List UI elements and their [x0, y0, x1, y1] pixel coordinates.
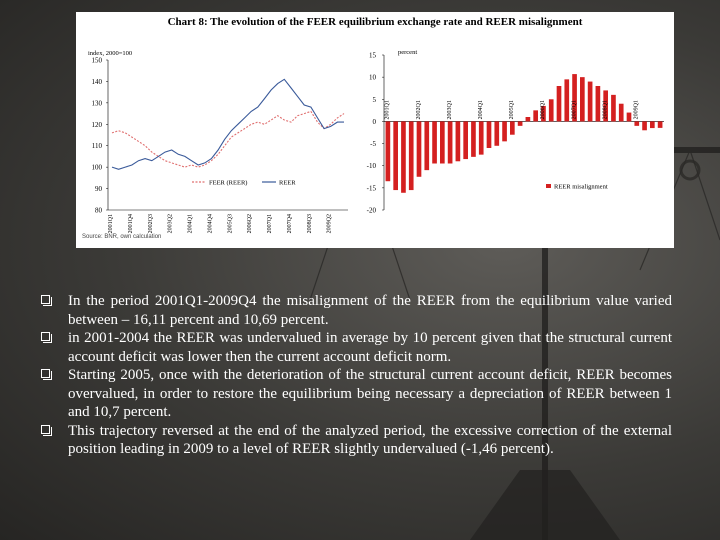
bullet-text: Starting 2005, once with the deteriorati…	[68, 367, 672, 420]
right-y-tick-label: -5	[370, 140, 376, 148]
bar	[541, 105, 546, 122]
series-line-reer	[111, 78, 344, 170]
bar	[657, 121, 663, 128]
bullet-item: Starting 2005, once with the deteriorati…	[41, 366, 672, 422]
legend-label: REER misalignment	[554, 184, 608, 191]
bar	[650, 121, 655, 129]
bar	[517, 121, 523, 126]
left-x-tick-label: 2001Q1	[108, 214, 114, 233]
left-y-tick-label: 80	[95, 207, 103, 215]
bar	[455, 121, 461, 162]
bar	[611, 94, 616, 122]
bullet-item: This trajectory reversed at the end of t…	[41, 422, 672, 459]
right-y-tick-label: -20	[367, 207, 377, 215]
bar	[432, 121, 437, 164]
bar	[572, 74, 577, 122]
bar	[510, 121, 515, 135]
right-y-tick-label: 5	[373, 96, 377, 104]
left-x-tick-label: 2008Q3	[307, 214, 313, 233]
bar	[478, 121, 484, 155]
bar	[447, 121, 453, 164]
right-x-tick-label: 2002Q1	[416, 100, 422, 119]
left-x-tick-label: 2007Q4	[287, 214, 293, 233]
right-x-tick-label: 2003Q1	[447, 100, 453, 119]
bar	[393, 121, 398, 191]
right-x-tick-label: 2001Q1	[385, 100, 391, 119]
bar	[533, 110, 538, 122]
left-unit-label: index, 2000=100	[88, 50, 132, 57]
bar	[502, 121, 507, 142]
left-y-tick-label: 110	[92, 142, 103, 150]
legend-label: FEER (REER)	[209, 180, 247, 187]
left-x-tick-label: 2009Q2	[327, 214, 333, 233]
right-x-tick-label: 2006Q1	[540, 100, 546, 119]
bar	[548, 99, 554, 122]
bar	[494, 121, 500, 146]
bar	[525, 117, 531, 122]
left-x-tick-label: 2004Q1	[188, 214, 194, 233]
left-x-tick-label: 2003Q2	[168, 214, 174, 233]
bullet-text: in 2001-2004 the REER was undervalued in…	[68, 330, 672, 365]
bar	[603, 90, 608, 122]
right-y-tick-label: 10	[369, 74, 377, 82]
left-x-tick-label: 2006Q2	[247, 214, 253, 233]
charts-canvas: index, 2000=1008090100110120130140150200…	[88, 49, 664, 233]
left-x-tick-label: 2002Q3	[148, 214, 154, 233]
left-y-tick-label: 100	[92, 164, 103, 172]
left-x-tick-label: 2001Q4	[128, 214, 134, 233]
bullet-text: In the period 2001Q1-2009Q4 the misalign…	[68, 293, 672, 328]
bar	[618, 103, 624, 122]
right-x-tick-label: 2008Q1	[602, 100, 608, 119]
left-x-tick-label: 2004Q4	[207, 214, 213, 233]
square-bullet-icon	[41, 295, 52, 306]
right-x-tick-label: 2009Q1	[634, 100, 640, 119]
right-y-tick-label: 0	[373, 118, 377, 126]
bar	[642, 121, 647, 131]
left-x-tick-label: 2007Q1	[267, 214, 273, 233]
bullet-list: In the period 2001Q1-2009Q4 the misalign…	[41, 292, 672, 459]
series-line-feer	[111, 110, 345, 168]
left-x-tick-label: 2005Q3	[227, 214, 233, 233]
bar	[626, 112, 632, 122]
bar	[440, 121, 445, 164]
bar	[556, 86, 562, 122]
square-bullet-icon	[41, 424, 52, 436]
bar	[634, 121, 640, 126]
bar	[471, 121, 476, 157]
left-y-tick-label: 120	[92, 121, 103, 129]
bar	[408, 121, 414, 191]
legend-label: REER	[279, 180, 296, 187]
right-x-tick-label: 2005Q1	[509, 100, 515, 119]
right-y-tick-label: 15	[369, 52, 377, 60]
right-x-tick-label: 2004Q1	[478, 100, 484, 119]
bar	[595, 86, 601, 122]
right-y-tick-label: -15	[367, 184, 377, 192]
right-x-tick-label: 2007Q1	[571, 100, 577, 119]
left-y-tick-label: 150	[92, 57, 103, 65]
bar	[564, 79, 570, 122]
right-y-tick-label: -10	[367, 162, 377, 170]
chart-panel: Chart 8: The evolution of the FEER equil…	[76, 12, 674, 248]
bar	[424, 121, 430, 171]
bullet-text: This trajectory reversed at the end of t…	[68, 422, 672, 458]
legend-swatch	[546, 184, 551, 188]
bar	[463, 121, 468, 160]
square-bullet-icon	[41, 332, 52, 343]
bar	[580, 77, 585, 122]
bullet-item: in 2001-2004 the REER was undervalued in…	[41, 329, 672, 366]
bar	[486, 121, 492, 148]
bar	[385, 121, 391, 182]
right-unit-label: percent	[398, 49, 417, 56]
left-y-tick-label: 130	[92, 99, 103, 107]
square-bullet-icon	[41, 369, 52, 380]
bullet-item: In the period 2001Q1-2009Q4 the misalign…	[41, 292, 672, 329]
bar	[416, 121, 422, 177]
source-note: Source: BNR, own calculation	[82, 234, 162, 240]
bar	[401, 121, 406, 193]
chart-title: Chart 8: The evolution of the FEER equil…	[167, 16, 583, 28]
left-y-tick-label: 90	[95, 185, 103, 193]
bar	[587, 81, 593, 122]
left-y-tick-label: 140	[92, 78, 103, 86]
